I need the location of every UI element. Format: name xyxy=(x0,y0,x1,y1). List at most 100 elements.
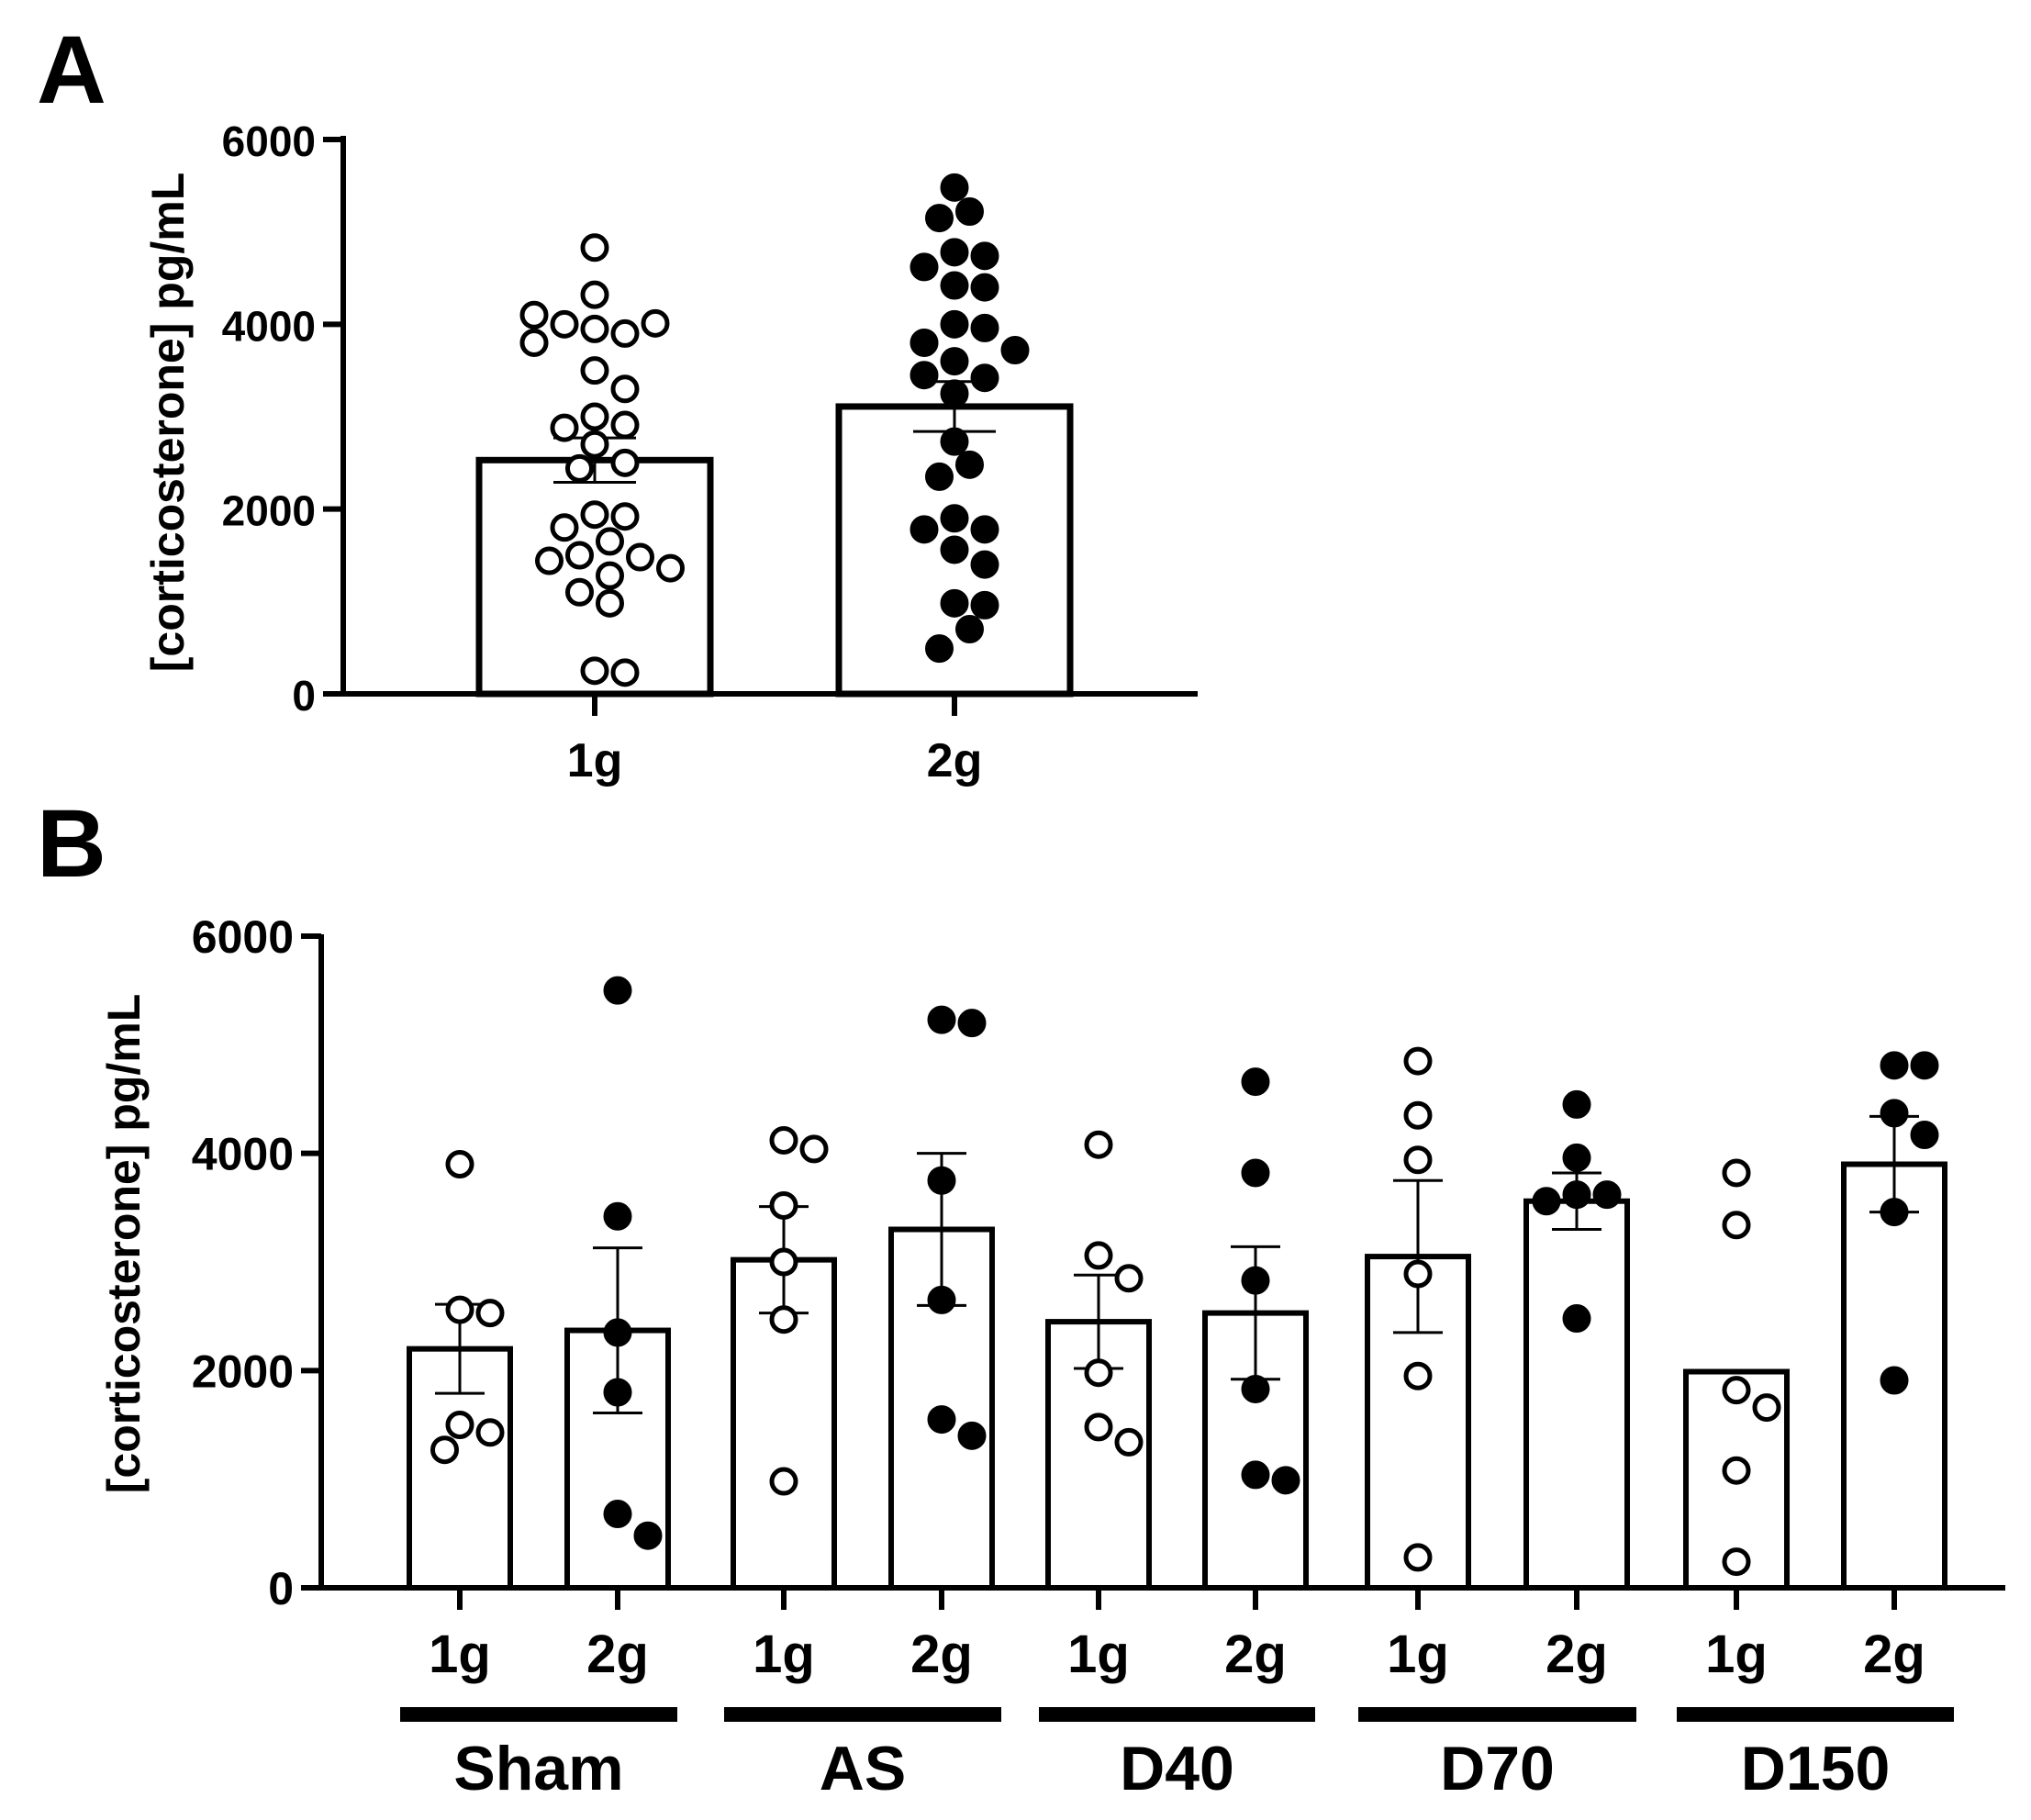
data-point-open xyxy=(626,542,654,572)
panel-a: A [corticosterone] pg/mL 0 2000 4000 6000 1… xyxy=(37,17,1198,787)
y-tick-label: 6000 xyxy=(192,911,294,963)
data-point-open xyxy=(1084,1130,1113,1159)
data-point-filled xyxy=(909,515,939,544)
data-point-filled xyxy=(957,1421,987,1450)
data-point-open xyxy=(550,309,579,339)
panel-a-marks xyxy=(475,173,1074,698)
x-tick-label: 2g xyxy=(1863,1625,1925,1684)
y-tick-label: 0 xyxy=(268,1563,294,1614)
group-label: D150 xyxy=(1741,1734,1891,1803)
data-point-open xyxy=(550,413,579,442)
data-point-filled xyxy=(603,1500,632,1529)
data-point-filled xyxy=(1880,1366,1909,1395)
data-point-filled xyxy=(925,204,954,233)
data-point-open xyxy=(596,527,624,556)
data-point-open xyxy=(1403,1543,1433,1572)
data-point-open xyxy=(565,577,594,607)
data-point-filled xyxy=(940,271,969,300)
data-point-filled xyxy=(955,450,984,479)
bar xyxy=(1523,1198,1630,1591)
group-label: D70 xyxy=(1440,1734,1555,1803)
data-point-filled xyxy=(940,588,969,618)
data-point-open xyxy=(1403,1361,1433,1390)
bar xyxy=(407,1345,513,1591)
data-point-filled xyxy=(909,328,939,357)
data-point-open xyxy=(1114,1264,1144,1293)
x-tick-label: 2g xyxy=(927,734,983,787)
data-point-filled xyxy=(1271,1466,1300,1495)
data-point-open xyxy=(1403,1259,1433,1289)
group-label: D40 xyxy=(1120,1734,1234,1803)
panel-b: B [corticosterone] pg/mL 0 2000 4000 6000 1… xyxy=(37,790,2005,1803)
data-point-open xyxy=(580,356,609,385)
data-point-filled xyxy=(940,309,969,339)
data-point-filled xyxy=(940,173,969,202)
data-point-open xyxy=(596,588,624,618)
data-point-filled xyxy=(970,363,999,393)
data-point-open xyxy=(580,280,609,309)
x-tick-label: 2g xyxy=(910,1625,973,1684)
data-point-open xyxy=(445,1295,474,1324)
data-point-filled xyxy=(1880,1099,1909,1128)
data-point-open xyxy=(1084,1241,1113,1270)
data-point-filled xyxy=(909,252,939,282)
x-tick-label: 2g xyxy=(1224,1625,1287,1684)
data-point-filled xyxy=(1562,1143,1591,1172)
data-point-filled xyxy=(927,1285,956,1314)
x-tick-label: 1g xyxy=(1705,1625,1768,1684)
x-tick-label: 1g xyxy=(1387,1625,1449,1684)
data-point-open xyxy=(580,656,609,686)
data-point-open xyxy=(1403,1046,1433,1076)
data-point-open xyxy=(1403,1100,1433,1130)
data-point-open xyxy=(445,1411,474,1439)
data-point-open xyxy=(610,318,640,348)
y-tick-label: 4000 xyxy=(222,302,316,350)
data-point-open xyxy=(769,1125,798,1155)
panel-label-a: A xyxy=(37,17,106,124)
data-point-open xyxy=(565,453,594,483)
x-ticks-b: 1g 2g 1g 2g 1g 2g 1g 2g 1g 2g xyxy=(429,1588,1925,1684)
data-point-open xyxy=(610,658,640,687)
data-point-filled xyxy=(955,197,984,227)
data-point-open xyxy=(580,233,609,262)
data-point-filled xyxy=(1000,336,1030,365)
y-ticks-b: 0 2000 4000 6000 xyxy=(192,911,321,1614)
data-point-filled xyxy=(1562,1180,1591,1210)
data-point-open xyxy=(1722,1456,1751,1485)
data-point-open xyxy=(1722,1547,1751,1577)
data-point-filled xyxy=(1532,1187,1561,1216)
data-point-filled xyxy=(970,550,999,579)
data-point-open xyxy=(1722,1211,1751,1240)
group-label: AS xyxy=(820,1734,906,1803)
data-point-filled xyxy=(1241,1460,1270,1490)
data-point-filled xyxy=(1562,1089,1591,1119)
data-point-filled xyxy=(925,634,954,664)
data-point-open xyxy=(475,1299,505,1328)
data-point-filled xyxy=(927,1005,956,1034)
data-point-filled xyxy=(940,535,969,564)
data-point-open xyxy=(580,402,609,431)
data-point-open xyxy=(1722,1376,1751,1405)
data-point-filled xyxy=(940,347,969,376)
data-point-filled xyxy=(633,1521,663,1550)
data-point-filled xyxy=(603,976,632,1005)
data-point-open xyxy=(610,374,640,404)
data-point-open xyxy=(1084,1358,1113,1388)
y-tick-label: 2000 xyxy=(222,487,316,535)
data-point-filled xyxy=(957,1009,987,1038)
data-point-filled xyxy=(927,1166,956,1195)
x-tick-label: 1g xyxy=(753,1625,815,1684)
y-axis-label-a: [corticosterone] pg/mL xyxy=(142,173,194,672)
data-point-filled xyxy=(970,515,999,544)
data-point-open xyxy=(656,553,685,583)
y-tick-label: 6000 xyxy=(222,117,316,165)
y-tick-label: 0 xyxy=(292,672,316,720)
data-point-filled xyxy=(1241,1158,1270,1188)
data-point-open xyxy=(799,1134,829,1164)
y-tick-label: 2000 xyxy=(192,1345,294,1397)
data-point-filled xyxy=(970,313,999,342)
data-point-filled xyxy=(1562,1304,1591,1334)
data-point-filled xyxy=(970,590,999,620)
data-point-open xyxy=(580,500,609,530)
